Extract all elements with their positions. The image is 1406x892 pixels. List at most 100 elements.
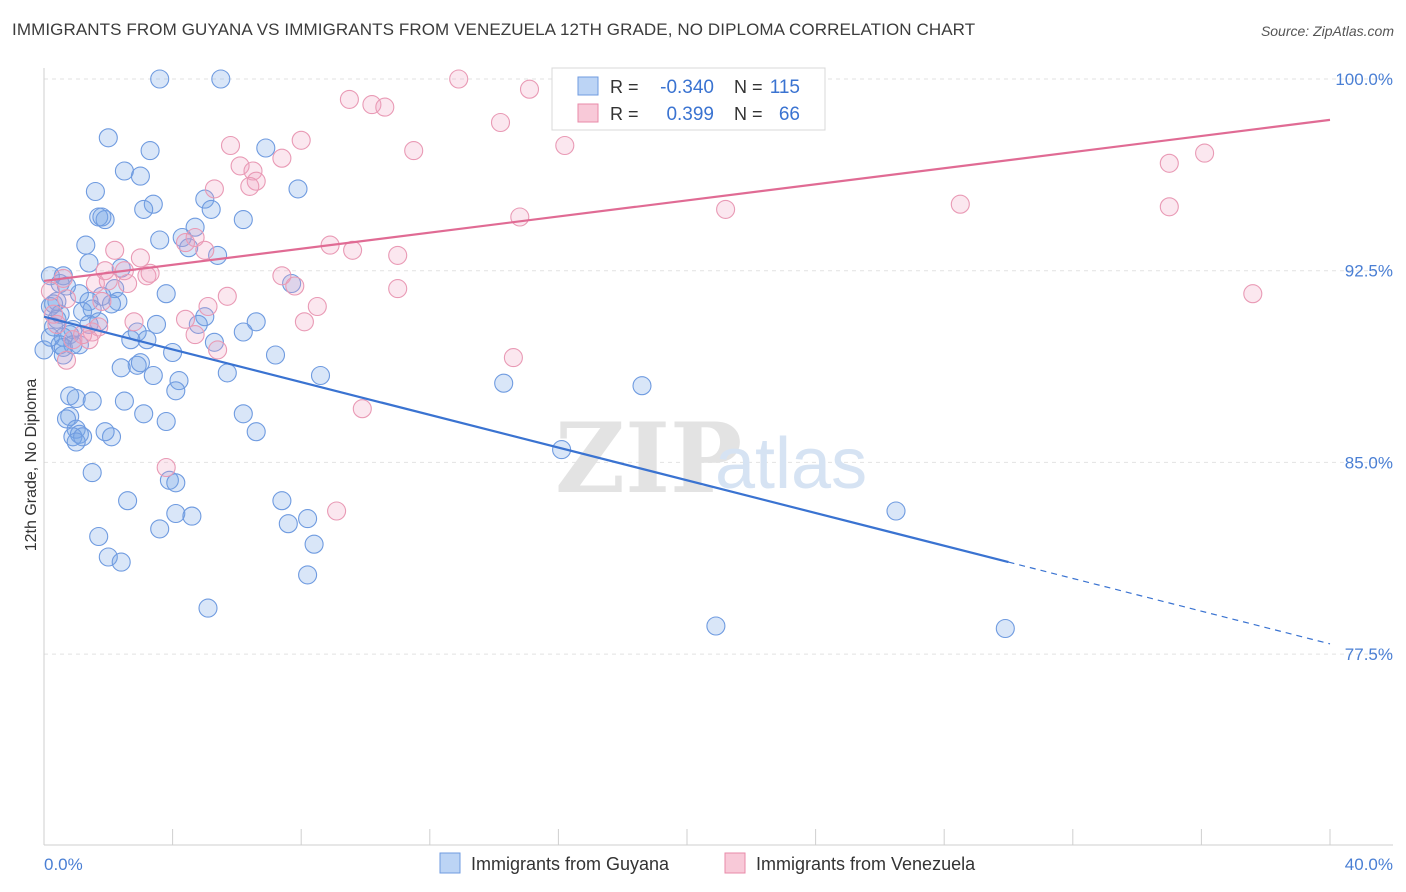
venezuela-point <box>1243 284 1263 304</box>
venezuela-point <box>307 296 327 317</box>
x-tick-labels: 0.0% 40.0% <box>44 855 1393 874</box>
guyana-point <box>494 373 514 393</box>
guyana-point <box>143 194 163 214</box>
series-guyana-points <box>34 69 1015 639</box>
trend-lines <box>43 118 1331 645</box>
venezuela-point <box>294 312 314 332</box>
venezuela-point <box>950 194 970 214</box>
venezuela-point <box>388 279 408 299</box>
venezuela-point <box>716 199 736 219</box>
guyana-point <box>298 565 318 585</box>
venezuela-point <box>175 309 196 329</box>
guyana-point <box>130 353 150 373</box>
guyana-point <box>98 547 118 567</box>
guyana-point <box>166 503 186 524</box>
venezuela-point <box>118 273 138 294</box>
legend-r-label-1: R = <box>610 77 639 97</box>
guyana-point <box>114 391 134 411</box>
guyana-point <box>185 217 205 237</box>
guyana-point <box>272 491 292 511</box>
y-axis-title: 12th Grade, No Diploma <box>23 379 40 552</box>
guyana-point <box>282 273 302 294</box>
guyana-point <box>34 340 54 360</box>
guyana-point <box>98 128 118 148</box>
guyana-point <box>179 238 199 258</box>
guyana-point <box>150 230 170 250</box>
legend-n-label-1: N = <box>734 77 763 97</box>
venezuela-point <box>285 276 305 296</box>
venezuela-point <box>137 266 157 286</box>
y-tick-labels: 77.5% 85.0% 92.5% 100.0% <box>1335 70 1393 664</box>
source-note: Source: ZipAtlas.com <box>1260 23 1394 39</box>
guyana-point <box>140 141 160 161</box>
venezuela-point <box>105 240 125 260</box>
legend-r-value-2: 0.399 <box>666 104 714 125</box>
guyana-point <box>66 388 86 409</box>
guyana-point <box>298 509 318 529</box>
guyana-point <box>198 598 218 618</box>
guyana-point <box>63 427 83 447</box>
watermark-zip: ZIP <box>555 402 742 515</box>
venezuela-point <box>185 325 205 345</box>
y-tick-label: 77.5% <box>1345 645 1393 664</box>
venezuela-point <box>449 69 469 89</box>
guyana-point <box>73 427 93 447</box>
venezuela-point <box>327 501 347 521</box>
venezuela-point <box>490 112 511 133</box>
legend-venezuela-swatch <box>577 103 599 123</box>
legend-r-label-2: R = <box>610 104 639 124</box>
chart-title: IMMIGRANTS FROM GUYANA VS IMMIGRANTS FRO… <box>12 20 976 39</box>
guyana-point <box>82 391 102 411</box>
guyana-point <box>44 294 64 314</box>
guyana-point <box>134 199 154 219</box>
guyana-point <box>143 365 163 386</box>
guyana-trend-line <box>43 315 1009 564</box>
legend-box: R = -0.340 N = 115 R = 0.399 N = 66 <box>551 67 826 131</box>
bottom-legend-guyana: Immigrants from Guyana <box>471 854 670 874</box>
guyana-point <box>137 330 157 350</box>
guyana-trend-extension <box>1008 561 1331 645</box>
guyana-point <box>127 355 147 375</box>
venezuela-point <box>240 176 260 196</box>
guyana-point <box>92 207 112 227</box>
guyana-point <box>95 422 115 442</box>
guyana-point <box>265 345 286 365</box>
watermark-atlas: atlas <box>715 424 867 504</box>
guyana-point <box>150 519 170 539</box>
venezuela-point <box>130 248 150 268</box>
venezuela-point <box>195 240 215 260</box>
venezuela-point <box>510 207 530 227</box>
guyana-point <box>79 253 99 273</box>
x-tick-label: 40.0% <box>1345 855 1393 874</box>
guyana-point <box>76 235 96 255</box>
venezuela-point <box>503 348 523 368</box>
venezuela-point <box>185 227 205 248</box>
guyana-point <box>166 473 186 493</box>
guyana-point <box>233 322 253 342</box>
legend-n-label-2: N = <box>734 104 763 124</box>
guyana-point <box>304 534 324 554</box>
guyana-point <box>195 307 215 327</box>
venezuela-point <box>175 233 196 253</box>
guyana-point <box>204 332 224 352</box>
venezuela-point <box>79 330 99 350</box>
guyana-point <box>288 179 308 199</box>
venezuela-point <box>220 135 241 156</box>
venezuela-point <box>217 286 237 306</box>
guyana-point <box>256 138 276 158</box>
guyana-point <box>69 335 89 355</box>
bottom-legend-venezuela-swatch <box>724 852 746 874</box>
guyana-point <box>66 432 86 452</box>
legend-n-value-2: 66 <box>779 104 800 125</box>
venezuela-point <box>85 273 105 294</box>
guyana-point <box>211 69 231 89</box>
venezuela-trend-line <box>43 118 1331 283</box>
venezuela-point <box>204 179 224 199</box>
venezuela-point <box>56 289 77 309</box>
guyana-point <box>111 358 131 378</box>
venezuela-point <box>1195 143 1215 163</box>
guyana-point <box>111 552 131 572</box>
venezuela-point <box>555 135 575 156</box>
venezuela-point <box>92 291 112 311</box>
venezuela-point <box>243 161 263 181</box>
